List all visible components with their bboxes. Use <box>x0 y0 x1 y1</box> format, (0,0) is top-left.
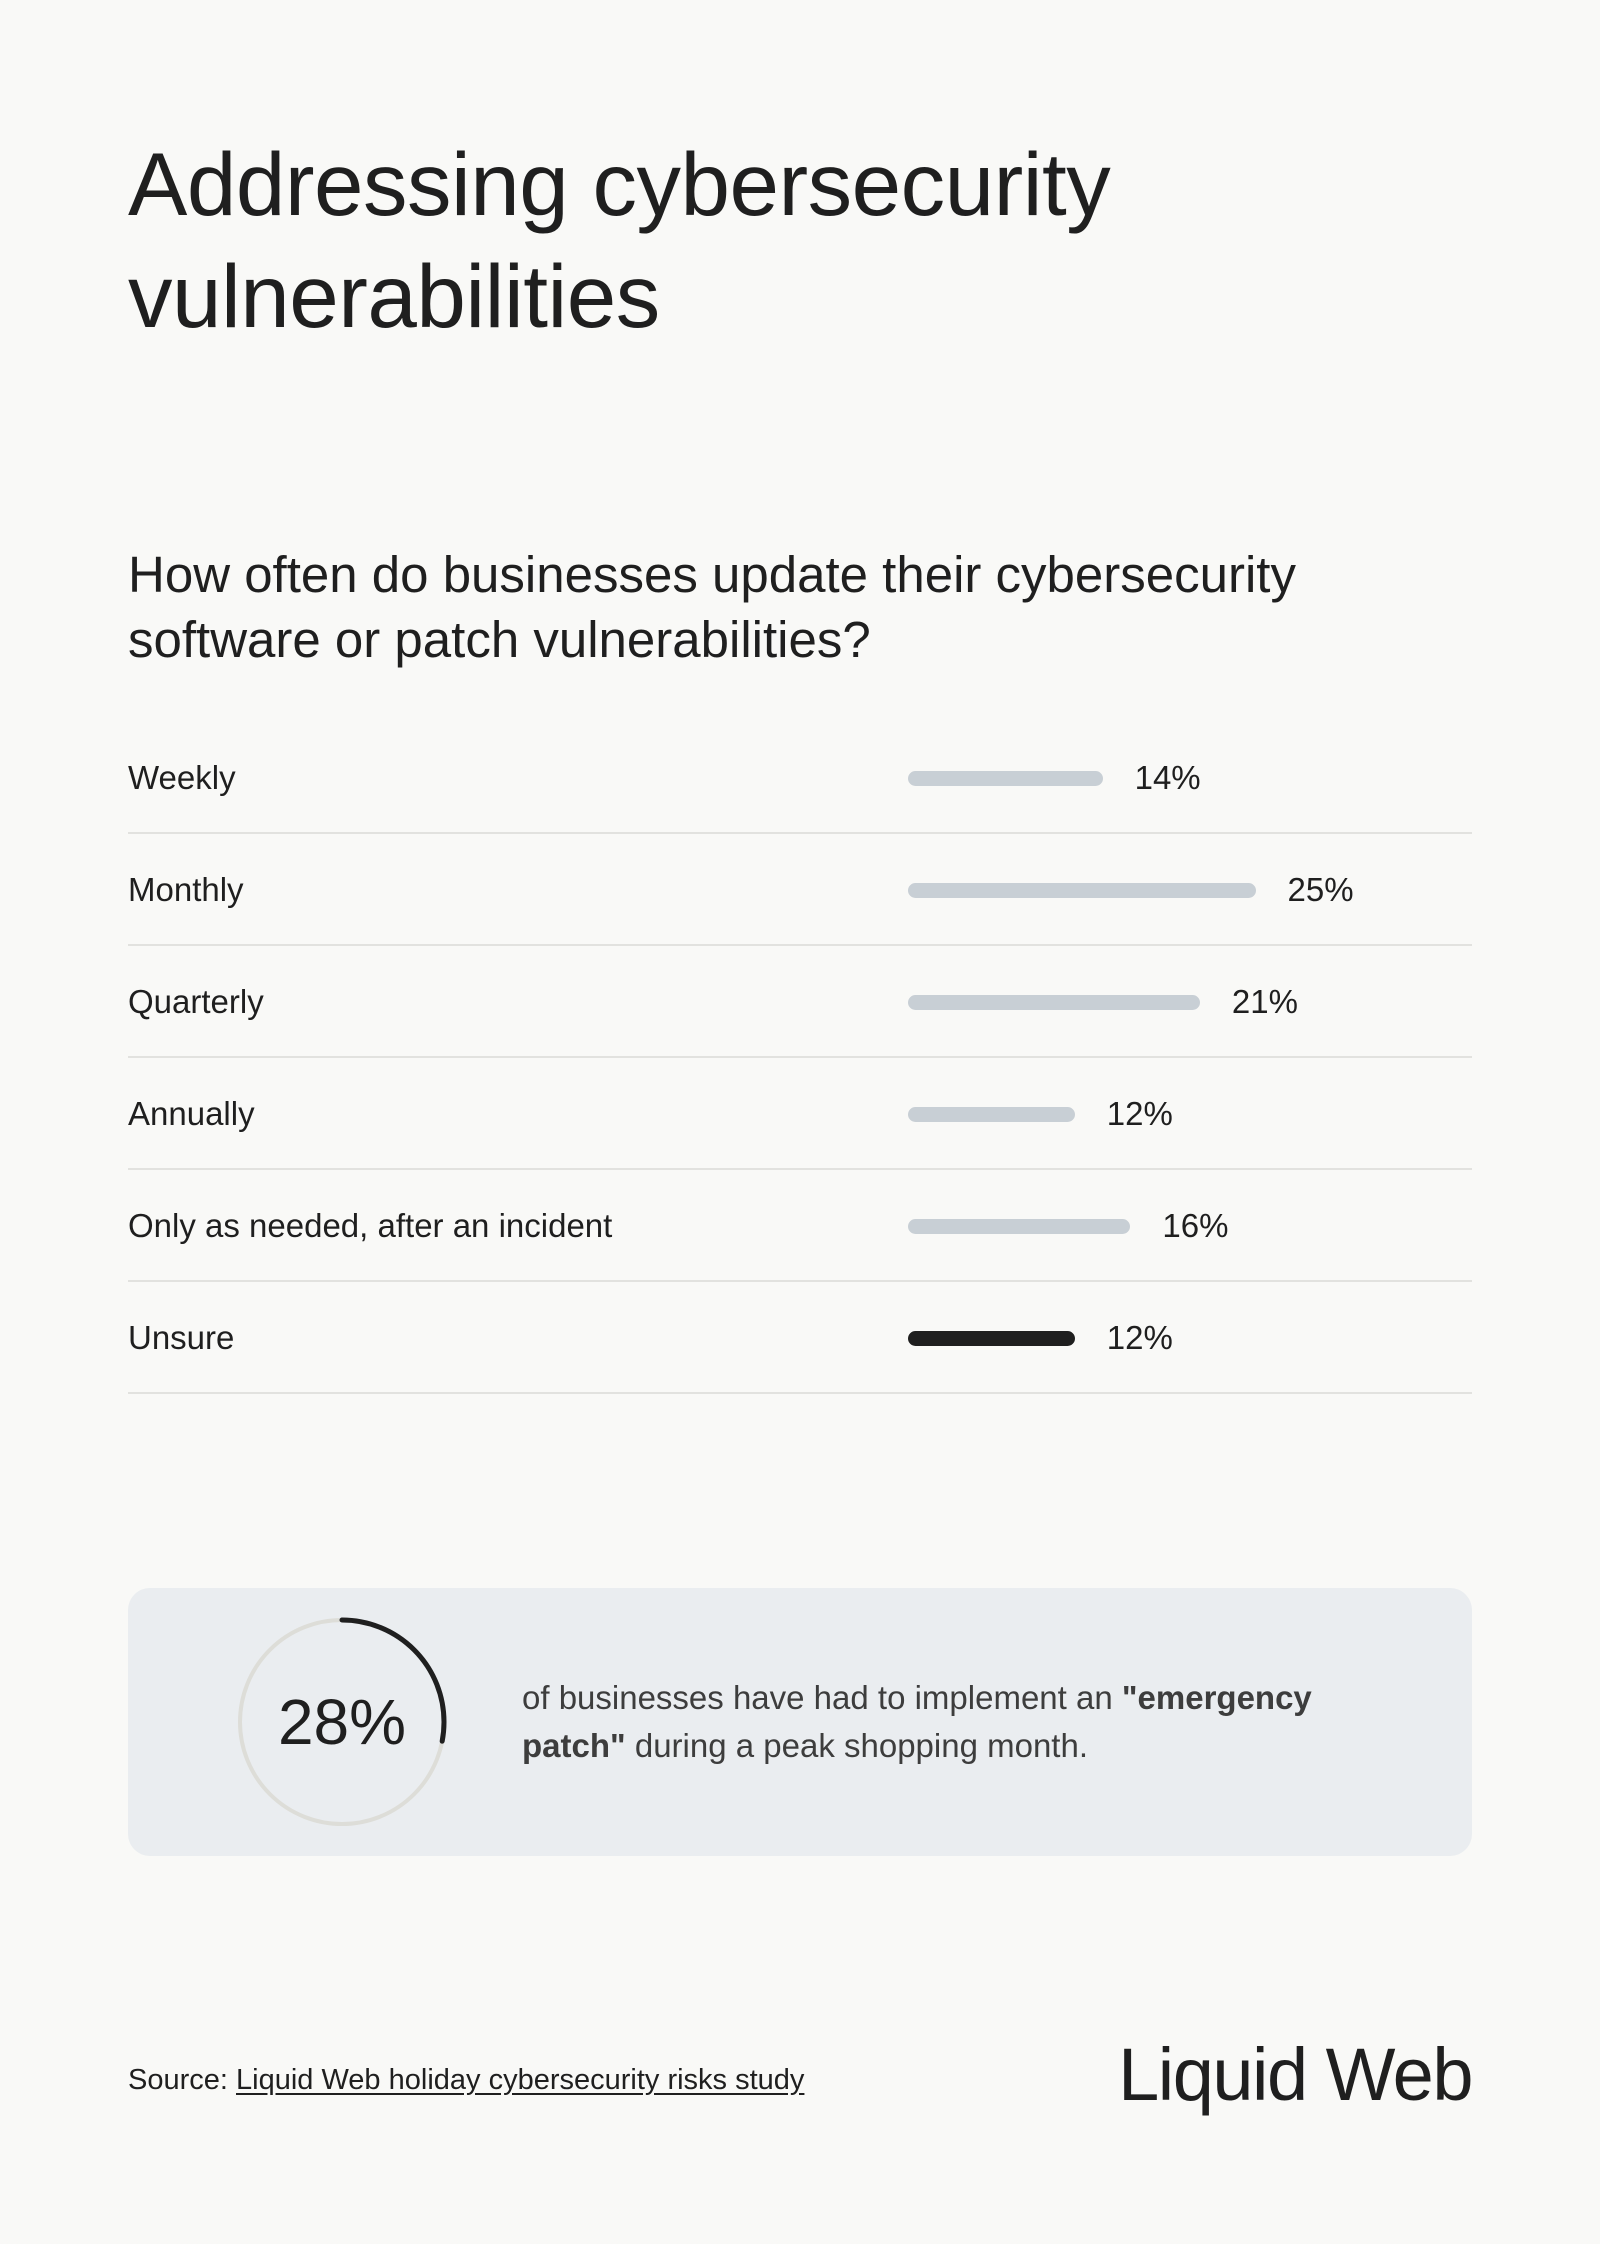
bar-chart: Weekly 14% Monthly 25% Quarterly 21% Annually 1… <box>128 722 1472 1394</box>
bar <box>908 995 1200 1010</box>
category-label: Quarterly <box>128 983 264 1020</box>
chart-row: Quarterly 21% <box>128 946 1472 1058</box>
callout-text: of businesses have had to implement an "… <box>522 1674 1402 1770</box>
ring-progress <box>237 1617 447 1827</box>
bar <box>908 1219 1131 1234</box>
value-label: 14% <box>1134 759 1201 796</box>
brand-logo: Liquid Web <box>1118 2033 1473 2116</box>
source-line: Source: Liquid Web holiday cybersecurity… <box>128 2060 804 2100</box>
stat-callout: 28% of businesses have had to implement … <box>128 1588 1472 1856</box>
callout-text-after: during a peak shopping month. <box>625 1727 1088 1764</box>
callout-text-before: of businesses have had to implement an <box>522 1679 1122 1716</box>
bar <box>908 883 1256 898</box>
bar <box>908 1107 1075 1122</box>
value-label: 25% <box>1287 871 1354 908</box>
category-label: Only as needed, after an incident <box>128 1207 613 1244</box>
value-label: 12% <box>1106 1319 1173 1356</box>
chart-question: How often do businesses update their cyb… <box>128 546 1296 668</box>
progress-ring <box>237 1617 447 1827</box>
callout-text-bold: "emergency patch" <box>522 1679 1312 1764</box>
chart-row: Weekly 14% <box>128 722 1472 834</box>
chart-row: Monthly 25% <box>128 834 1472 946</box>
value-label: 16% <box>1162 1207 1229 1244</box>
source-prefix: Source: <box>128 2064 236 2096</box>
page-title: Addressing cybersecurity vulnerabilities <box>128 134 1111 346</box>
category-label: Annually <box>128 1095 255 1132</box>
value-label: 12% <box>1106 1095 1173 1132</box>
callout-stat: 28% <box>277 1686 407 1758</box>
value-label: 21% <box>1231 983 1298 1020</box>
category-label: Weekly <box>128 759 236 796</box>
chart-row: Unsure 12% <box>128 1282 1472 1394</box>
category-label: Monthly <box>128 871 244 908</box>
category-label: Unsure <box>128 1319 235 1356</box>
source-link[interactable]: Liquid Web holiday cybersecurity risks s… <box>236 2064 805 2096</box>
chart-row: Annually 12% <box>128 1058 1472 1170</box>
bar <box>908 771 1103 786</box>
bar <box>908 1331 1075 1346</box>
chart-row: Only as needed, after an incident 16% <box>128 1170 1472 1282</box>
